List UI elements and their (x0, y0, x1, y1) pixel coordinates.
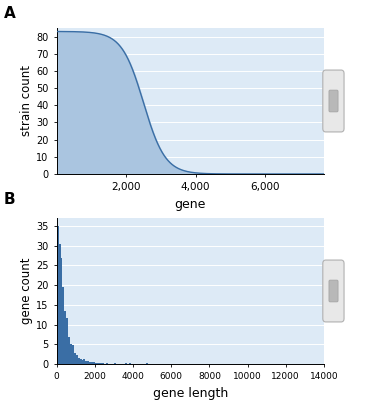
Bar (85, 361, 87, 364)
Bar (87, 361, 89, 364)
Bar (60, 258, 63, 364)
Bar (129, 363, 131, 364)
Bar (95, 363, 97, 364)
Bar (93, 362, 95, 364)
Bar (91, 362, 93, 364)
Bar (80, 359, 82, 364)
Bar (126, 363, 127, 364)
Bar (74, 353, 76, 364)
Bar (72, 346, 74, 364)
Y-axis label: gene count: gene count (20, 258, 33, 324)
Bar (97, 362, 99, 364)
Bar (83, 359, 85, 364)
Bar (146, 363, 148, 364)
Bar (64, 311, 66, 364)
Bar (68, 337, 70, 364)
Text: B: B (4, 192, 15, 207)
X-axis label: gene: gene (175, 198, 206, 211)
Bar (63, 287, 64, 364)
Bar (76, 354, 78, 364)
X-axis label: gene length: gene length (153, 387, 228, 400)
Bar (78, 358, 80, 364)
Bar (82, 360, 83, 364)
Bar (59, 244, 60, 364)
Bar (107, 363, 108, 364)
Bar (99, 363, 101, 364)
Bar (89, 362, 91, 364)
Bar (114, 363, 116, 364)
Bar (66, 318, 68, 364)
Y-axis label: strain count: strain count (20, 66, 33, 136)
Text: A: A (4, 6, 15, 21)
Bar (57, 226, 59, 364)
Bar (70, 344, 72, 364)
Bar (102, 362, 104, 364)
Bar (101, 362, 102, 364)
